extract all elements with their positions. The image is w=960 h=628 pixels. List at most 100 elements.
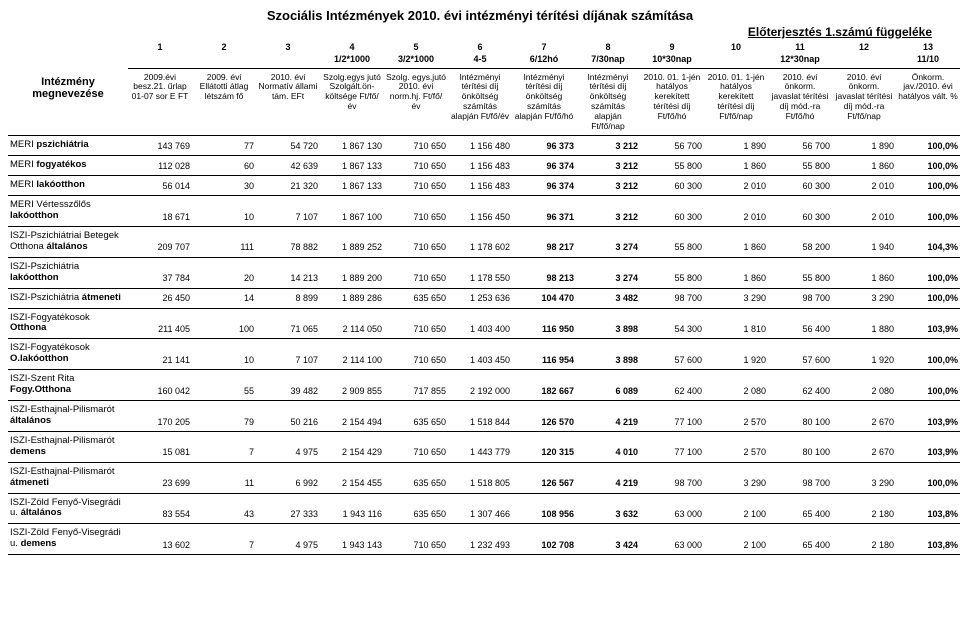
cell: 1 920 (704, 339, 768, 370)
cell: 7 107 (256, 339, 320, 370)
cell: 1 889 200 (320, 257, 384, 288)
cell: 1 860 (832, 156, 896, 176)
col-num: 9 (640, 41, 704, 53)
cell: 2 180 (832, 524, 896, 555)
cell: 103,9% (896, 401, 960, 432)
cell: 1 232 493 (448, 524, 512, 555)
cell: 100,0% (896, 136, 960, 156)
cell: 2 010 (832, 196, 896, 227)
cell: 710 650 (384, 176, 448, 196)
cell: 58 200 (768, 226, 832, 257)
cell: 14 213 (256, 257, 320, 288)
cell: 143 769 (128, 136, 192, 156)
col-header: Szolg. egys.jutó 2010. évi norm.hj. Ft/f… (384, 68, 448, 136)
cell: 1 518 805 (448, 462, 512, 493)
cell: 65 400 (768, 493, 832, 524)
row-name: MERI fogyatékos (8, 156, 128, 176)
col-formula (128, 53, 192, 68)
cell: 1 943 116 (320, 493, 384, 524)
cell: 1 178 550 (448, 257, 512, 288)
cell: 55 800 (640, 226, 704, 257)
cell: 21 320 (256, 176, 320, 196)
cell: 1 178 602 (448, 226, 512, 257)
col-formula: 10*30nap (640, 53, 704, 68)
row-name: ISZI-Fogyatékosok Otthona (8, 308, 128, 339)
cell: 55 800 (640, 156, 704, 176)
cell: 1 307 466 (448, 493, 512, 524)
col-formula (832, 53, 896, 68)
cell: 2 154 429 (320, 431, 384, 462)
table-row: ISZI-Esthajnal-Pilismarót demens15 08174… (8, 431, 960, 462)
row-name: ISZI-Esthajnal-Pilismarót általános (8, 401, 128, 432)
cell: 15 081 (128, 431, 192, 462)
cell: 1 518 844 (448, 401, 512, 432)
cell: 112 028 (128, 156, 192, 176)
cell: 3 290 (832, 462, 896, 493)
cell: 1 156 483 (448, 176, 512, 196)
cell: 116 950 (512, 308, 576, 339)
row-name: ISZI-Zöld Fenyő-Visegrádi u. általános (8, 493, 128, 524)
table-row: ISZI-Esthajnal-Pilismarót átmeneti23 699… (8, 462, 960, 493)
cell: 20 (192, 257, 256, 288)
cell: 103,8% (896, 493, 960, 524)
row-name: ISZI-Zöld Fenyő-Visegrádi u. demens (8, 524, 128, 555)
cell: 60 300 (640, 196, 704, 227)
page-title: Szociális Intézmények 2010. évi intézmén… (8, 8, 952, 23)
cell: 1 860 (704, 226, 768, 257)
cell: 4 975 (256, 524, 320, 555)
cell: 111 (192, 226, 256, 257)
cell: 62 400 (768, 370, 832, 401)
cell: 50 216 (256, 401, 320, 432)
cell: 102 708 (512, 524, 576, 555)
cell: 2 100 (704, 493, 768, 524)
cell: 11 (192, 462, 256, 493)
cell: 96 373 (512, 136, 576, 156)
cell: 1 890 (832, 136, 896, 156)
col-header: Szolg.egys jutó Szolgált.ön-költsége Ft/… (320, 68, 384, 136)
row-name: ISZI-Esthajnal-Pilismarót demens (8, 431, 128, 462)
cell: 710 650 (384, 308, 448, 339)
cell: 43 (192, 493, 256, 524)
cell: 55 (192, 370, 256, 401)
cell: 18 671 (128, 196, 192, 227)
cell: 98 700 (640, 462, 704, 493)
cell: 1 156 450 (448, 196, 512, 227)
cell: 1 403 450 (448, 339, 512, 370)
cell: 710 650 (384, 136, 448, 156)
cell: 60 (192, 156, 256, 176)
cell: 1 889 252 (320, 226, 384, 257)
col-num: 10 (704, 41, 768, 53)
cell: 21 141 (128, 339, 192, 370)
cell: 103,9% (896, 308, 960, 339)
col-header: Intézményi térítési díj önköltség számít… (448, 68, 512, 136)
cell: 2 154 494 (320, 401, 384, 432)
col-num: 8 (576, 41, 640, 53)
cell: 1 867 100 (320, 196, 384, 227)
cell: 116 954 (512, 339, 576, 370)
cell: 60 300 (768, 196, 832, 227)
row-name: ISZI-Esthajnal-Pilismarót átmeneti (8, 462, 128, 493)
cell: 63 000 (640, 524, 704, 555)
col-formula (192, 53, 256, 68)
cell: 100,0% (896, 176, 960, 196)
cell: 13 602 (128, 524, 192, 555)
cell: 1 860 (704, 156, 768, 176)
cell: 14 (192, 288, 256, 308)
cell: 39 482 (256, 370, 320, 401)
cell: 2 010 (832, 176, 896, 196)
table-row: ISZI-Pszichiátria átmeneti26 450148 8991… (8, 288, 960, 308)
cell: 635 650 (384, 401, 448, 432)
cell: 100,0% (896, 196, 960, 227)
cell: 3 424 (576, 524, 640, 555)
cell: 1 920 (832, 339, 896, 370)
cell: 1 867 133 (320, 156, 384, 176)
row-name: ISZI-Szent Rita Fogy.Otthona (8, 370, 128, 401)
cell: 100,0% (896, 156, 960, 176)
cell: 98 700 (768, 288, 832, 308)
cell: 100,0% (896, 370, 960, 401)
cell: 54 300 (640, 308, 704, 339)
page-subtitle: Előterjesztés 1.számú függeléke (8, 25, 952, 39)
cell: 6 992 (256, 462, 320, 493)
cell: 2 080 (704, 370, 768, 401)
col-header: Önkorm. jav./2010. évi hatályos vált. % (896, 68, 960, 136)
